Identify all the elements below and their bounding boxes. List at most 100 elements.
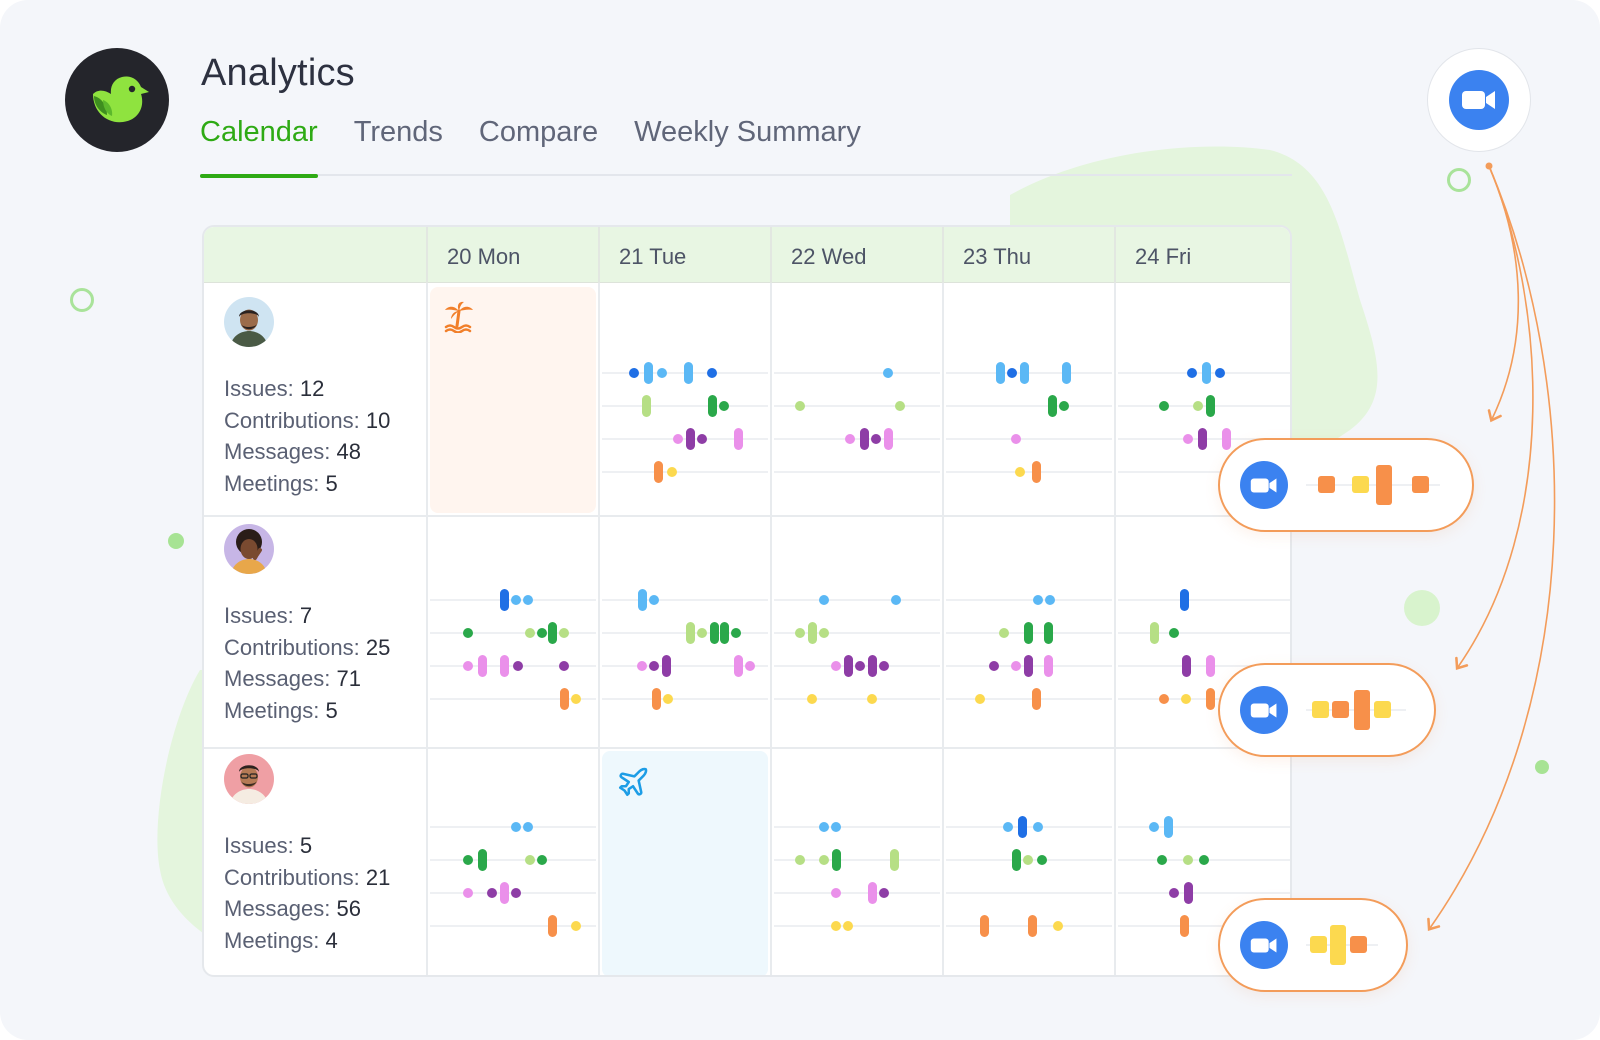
stat-meetings: Meetings: 4 [224,925,426,957]
activity-dot [511,888,521,898]
tab-compare[interactable]: Compare [478,116,599,148]
day-name: Thu [993,244,1032,269]
activity-bar [683,362,693,384]
activity-track [774,599,940,601]
person-avatar[interactable] [224,297,274,347]
activity-bar [1027,915,1037,937]
activity-bar [831,849,841,871]
activity-dot [1003,822,1013,832]
activity-dot [537,855,547,865]
activity-bar [1183,882,1193,904]
activity-dot [895,401,905,411]
activity-bar [1061,362,1071,384]
activity-dot [511,595,521,605]
stat-value: 56 [336,896,361,921]
activity-bar [733,428,743,450]
activity-bar [651,688,661,710]
activity-bar [1023,655,1033,677]
day-header: 23 Thu [942,227,1114,283]
activity-dot [463,855,473,865]
activity-bar [1019,362,1029,384]
activity-dot [855,661,865,671]
activity-track [602,438,768,440]
stat-value: 5 [299,833,313,858]
stat-label: Meetings: [224,927,320,953]
activity-bar [709,622,719,644]
video-integration-button[interactable] [1427,48,1531,152]
activity-dot [1159,401,1169,411]
day-header: 21 Tue [598,227,770,283]
activity-dot [1181,694,1191,704]
activity-track [430,859,596,861]
activity-track [946,471,1112,473]
page-title: Analytics [201,52,355,94]
meeting-card[interactable] [1218,663,1436,757]
stat-value: 5 [325,470,338,496]
activity-bar [653,461,663,483]
activity-track [602,698,768,700]
activity-bar [1179,915,1189,937]
meeting-mark [1412,476,1429,493]
activity-track [774,405,940,407]
stat-contributions: Contributions: 10 [224,405,426,437]
stat-contributions: Contributions: 21 [224,862,426,894]
activity-bar [1163,816,1173,838]
airplane-icon [618,767,648,797]
activity-dot [513,661,523,671]
activity-dot [989,661,999,671]
stat-value: 71 [336,666,361,691]
activity-bar [1179,589,1189,611]
day-header: 24 Fri [1114,227,1290,283]
activity-track [602,665,768,667]
activity-dot [667,467,677,477]
tab-weekly-summary[interactable]: Weekly Summary [634,116,861,148]
person-avatar[interactable] [224,754,274,804]
activity-bar [843,655,853,677]
activity-bar [867,655,877,677]
activity-bar [499,655,509,677]
stat-value: 25 [365,634,391,660]
activity-track [1118,698,1290,700]
activity-dot [559,628,569,638]
activity-dot [1149,822,1159,832]
person-row: Issues: 7 Contributions: 25 Messages: 71… [204,524,426,726]
app-logo[interactable] [65,48,169,152]
meeting-mark [1374,701,1391,718]
tab-calendar[interactable]: Calendar [200,110,318,178]
activity-dot [819,822,829,832]
activity-dot [1199,855,1209,865]
activity-dot [1007,368,1017,378]
activity-dot [629,368,639,378]
activity-dot [871,434,881,444]
activity-bar [1017,816,1027,838]
tab-trends[interactable]: Trends [353,116,443,148]
activity-dot [657,368,667,378]
activity-dot [879,661,889,671]
activity-dot [649,661,659,671]
stat-value: 5 [325,697,338,723]
activity-dot [1169,888,1179,898]
activity-track [1118,599,1290,601]
meeting-card[interactable] [1218,898,1408,992]
meeting-activity [1306,663,1406,757]
activity-dot [523,822,533,832]
activity-track [946,892,1112,894]
activity-dot [463,661,473,671]
activity-dot [831,661,841,671]
activity-dot [999,628,1009,638]
person-avatar[interactable] [224,524,274,574]
activity-track [946,826,1112,828]
person-row: Issues: 5 Contributions: 21 Messages: 56… [204,754,426,956]
grid-line [942,283,944,975]
activity-track [774,471,940,473]
activity-dot [1023,855,1033,865]
stat-contributions: Contributions: 25 [224,632,426,664]
activity-dot [697,434,707,444]
grid-line [426,283,428,975]
stat-messages: Messages: 48 [224,436,426,468]
activity-bar [1047,395,1057,417]
activity-track [1118,632,1290,634]
activity-track [946,372,1112,374]
meeting-card[interactable] [1218,438,1474,532]
activity-dot [795,855,805,865]
